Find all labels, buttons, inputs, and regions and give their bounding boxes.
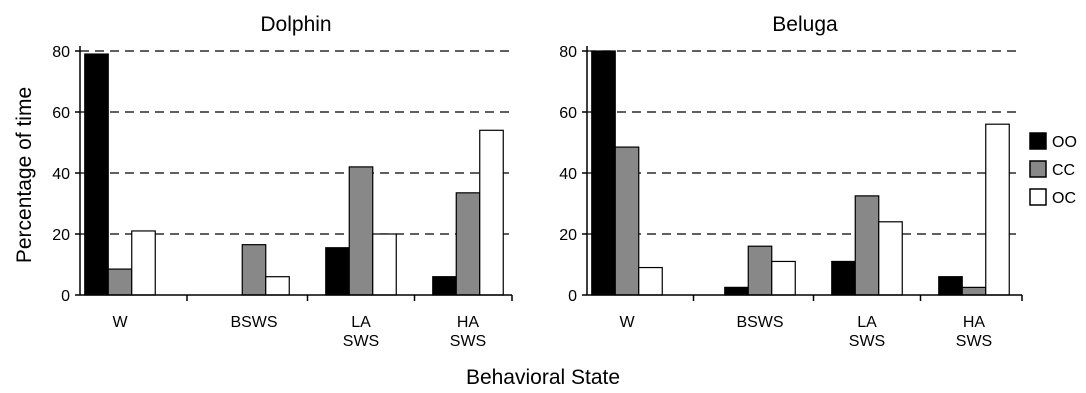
y-tick-label: 0 <box>568 288 577 305</box>
y-tick-label: 80 <box>52 44 70 61</box>
panel-title: Beluga <box>772 13 838 36</box>
y-tick-label: 80 <box>559 44 577 61</box>
bar-oo <box>724 286 749 296</box>
y-tick-label: 20 <box>52 227 70 244</box>
legend-label: OC <box>1052 190 1076 207</box>
y-tick-label: 20 <box>559 227 577 244</box>
category-label: LA <box>857 314 877 331</box>
x-axis-title: Behavioral State <box>466 366 620 389</box>
bar-oc <box>479 129 504 296</box>
bar-oc <box>771 260 796 296</box>
bar-oc <box>985 123 1010 296</box>
bar-cc <box>614 146 640 296</box>
category-label: BSWS <box>230 314 277 331</box>
legend-label: OO <box>1052 134 1077 151</box>
bar-cc <box>241 244 267 296</box>
bar-cc <box>961 286 987 296</box>
bar-oo <box>591 50 616 296</box>
bar-oo <box>432 276 457 296</box>
category-label: SWS <box>343 333 379 350</box>
y-tick-label: 60 <box>52 105 70 122</box>
category-label: HA <box>963 314 986 331</box>
legend-swatch-oc <box>1029 188 1047 206</box>
category-label: SWS <box>956 333 992 350</box>
category-label: LA <box>351 314 371 331</box>
bar-cc <box>107 268 133 296</box>
bar-oc <box>372 233 397 296</box>
bar-oc <box>638 266 663 296</box>
bar-oo <box>831 260 856 296</box>
bar-oo <box>84 53 109 296</box>
bar-cc <box>348 166 374 296</box>
category-label: HA <box>457 314 480 331</box>
category-label: W <box>619 314 635 331</box>
bar-oc <box>265 276 290 296</box>
legend: OO CC OC <box>1029 132 1077 207</box>
category-label: SWS <box>450 333 486 350</box>
dolphin-panel: Dolphin 0 20 40 60 80 Percentage of time W BSWS L… <box>13 13 513 350</box>
category-label: W <box>112 314 128 331</box>
y-tick-label: 60 <box>559 105 577 122</box>
y-axis-title: Percentage of time <box>13 87 36 263</box>
legend-label: CC <box>1052 162 1075 179</box>
y-tick-label: 0 <box>61 288 70 305</box>
bar-cc <box>455 192 481 296</box>
bar-cc <box>747 245 773 296</box>
bar-oc <box>878 221 903 296</box>
beluga-panel: Beluga 0 20 40 60 80 W BSWS LA SWS HA SWS <box>559 13 1023 350</box>
bar-oo <box>325 247 350 296</box>
category-label: BSWS <box>736 314 783 331</box>
panel-title: Dolphin <box>260 13 331 36</box>
bar-oc <box>131 230 156 296</box>
bar-cc <box>854 195 880 296</box>
category-label: SWS <box>849 333 885 350</box>
legend-swatch-cc <box>1029 160 1047 178</box>
y-tick-label: 40 <box>52 166 70 183</box>
legend-swatch-oo <box>1029 132 1047 150</box>
y-tick-label: 40 <box>559 166 577 183</box>
bar-oo <box>938 276 963 296</box>
